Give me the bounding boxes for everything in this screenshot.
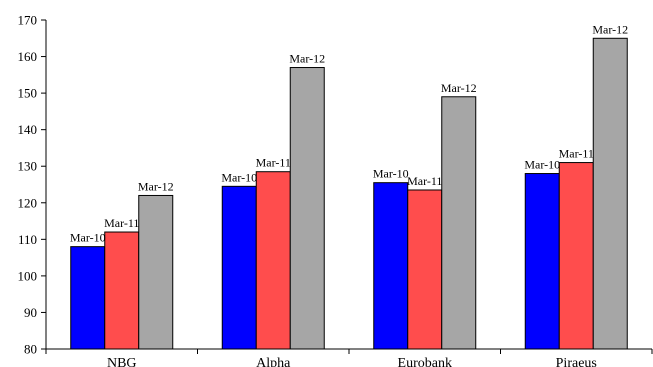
x-category-label: Alpha <box>256 356 291 367</box>
y-tick-label: 130 <box>18 159 38 174</box>
bar-data-label: Mar-12 <box>289 52 325 66</box>
bar-data-label: Mar-11 <box>104 216 139 230</box>
bar-data-label: Mar-12 <box>592 22 628 36</box>
x-axis: NBG Alpha Eurobank Piraeus <box>45 348 653 367</box>
y-tick-label: 140 <box>18 122 38 137</box>
bar <box>289 67 325 350</box>
bar-data-label: Mar-12 <box>441 81 477 95</box>
bar-data-label: Mar-10 <box>221 170 257 184</box>
y-axis: 80 90 100 110 120 130 140 150 160 170 <box>18 13 47 357</box>
bar <box>441 96 477 350</box>
bar <box>524 173 560 350</box>
bar-data-label: Mar-10 <box>373 167 409 181</box>
y-tick-label: 170 <box>18 13 38 28</box>
y-tick-label: 80 <box>24 342 37 357</box>
bar <box>407 189 443 350</box>
data-labels: Mar-10Mar-11Mar-12Mar-10Mar-11Mar-12Mar-… <box>70 22 628 244</box>
bar-data-label: Mar-11 <box>559 147 594 161</box>
bar <box>70 246 106 350</box>
bar <box>373 182 409 350</box>
y-tick-label: 150 <box>18 86 38 101</box>
bar-data-label: Mar-11 <box>407 174 442 188</box>
y-tick-label: 100 <box>18 268 38 283</box>
bar-data-label: Mar-12 <box>138 179 174 193</box>
y-tick-label: 120 <box>18 195 38 210</box>
y-tick-label: 160 <box>18 49 38 64</box>
y-tick-label: 110 <box>18 232 37 247</box>
x-category-label: Piraeus <box>556 356 597 367</box>
bars <box>70 37 628 350</box>
bar-data-label: Mar-11 <box>256 156 291 170</box>
bar <box>104 231 140 350</box>
bar <box>592 37 628 350</box>
y-tick-label: 90 <box>24 305 37 320</box>
bar-data-label: Mar-10 <box>524 158 560 172</box>
bar <box>138 194 174 350</box>
x-category-label: Eurobank <box>398 356 452 367</box>
x-category-label: NBG <box>107 356 137 367</box>
bar <box>255 171 291 350</box>
bar <box>221 185 257 350</box>
bar-data-label: Mar-10 <box>70 231 106 245</box>
bar <box>558 162 594 350</box>
